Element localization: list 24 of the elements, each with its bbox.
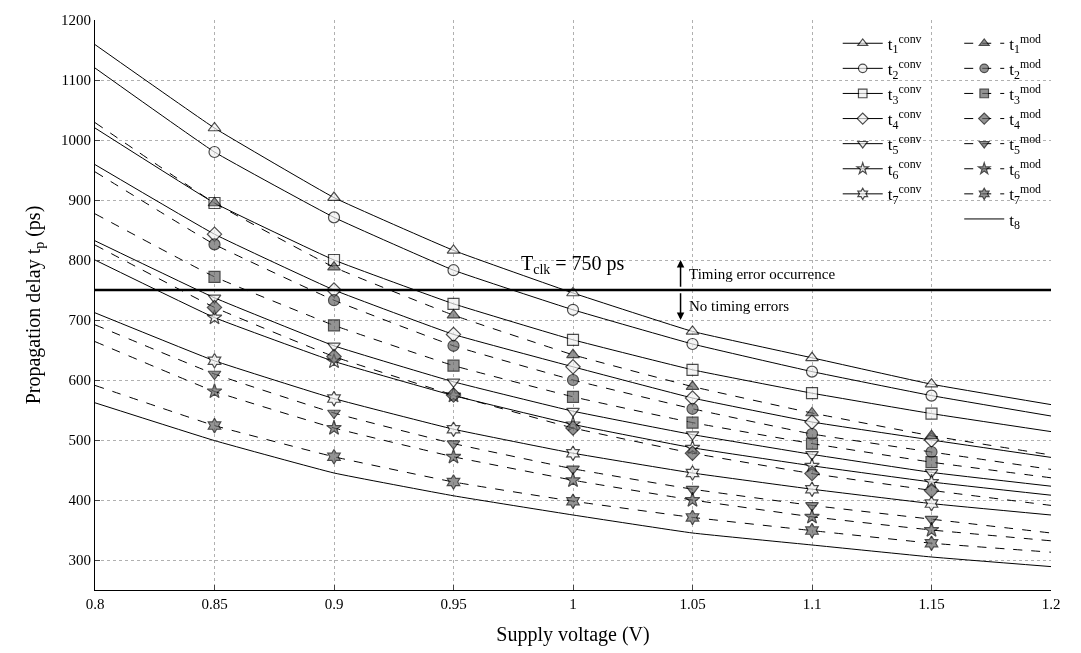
y-tick-label: 600 <box>68 372 91 389</box>
legend-label: t$_{8}$ <box>1009 210 1020 233</box>
x-tick-label: 0.9 <box>324 596 344 612</box>
annotation: No timing errors <box>689 298 790 314</box>
y-tick-label: 500 <box>68 432 91 449</box>
x-axis-title: Supply voltage (V) <box>496 622 650 646</box>
y-tick-label: 400 <box>68 492 91 509</box>
annotation: Timing error occurrence <box>689 266 836 282</box>
y-tick-label: 1100 <box>61 72 91 89</box>
y-tick-label: 1000 <box>61 132 91 149</box>
y-tick-label: 800 <box>68 252 91 269</box>
x-tick-label: 0.8 <box>85 596 105 612</box>
x-tick-label: 1 <box>569 596 577 612</box>
x-tick-label: 0.85 <box>201 596 228 612</box>
y-tick-label: 1200 <box>61 12 91 29</box>
x-tick-label: 1.1 <box>802 596 822 612</box>
ref-line-label: T$_{clk}$ = 750 ps <box>521 252 625 278</box>
x-tick-label: 1.05 <box>679 596 706 612</box>
y-tick-label: 900 <box>68 192 91 209</box>
x-tick-label: 1.2 <box>1041 596 1061 612</box>
y-tick-label: 300 <box>68 552 91 569</box>
x-tick-label: 0.95 <box>440 596 467 612</box>
x-tick-label: 1.15 <box>918 596 945 612</box>
y-tick-label: 700 <box>68 312 91 329</box>
